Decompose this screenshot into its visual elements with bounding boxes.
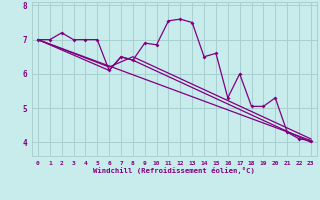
X-axis label: Windchill (Refroidissement éolien,°C): Windchill (Refroidissement éolien,°C) [93, 167, 255, 174]
